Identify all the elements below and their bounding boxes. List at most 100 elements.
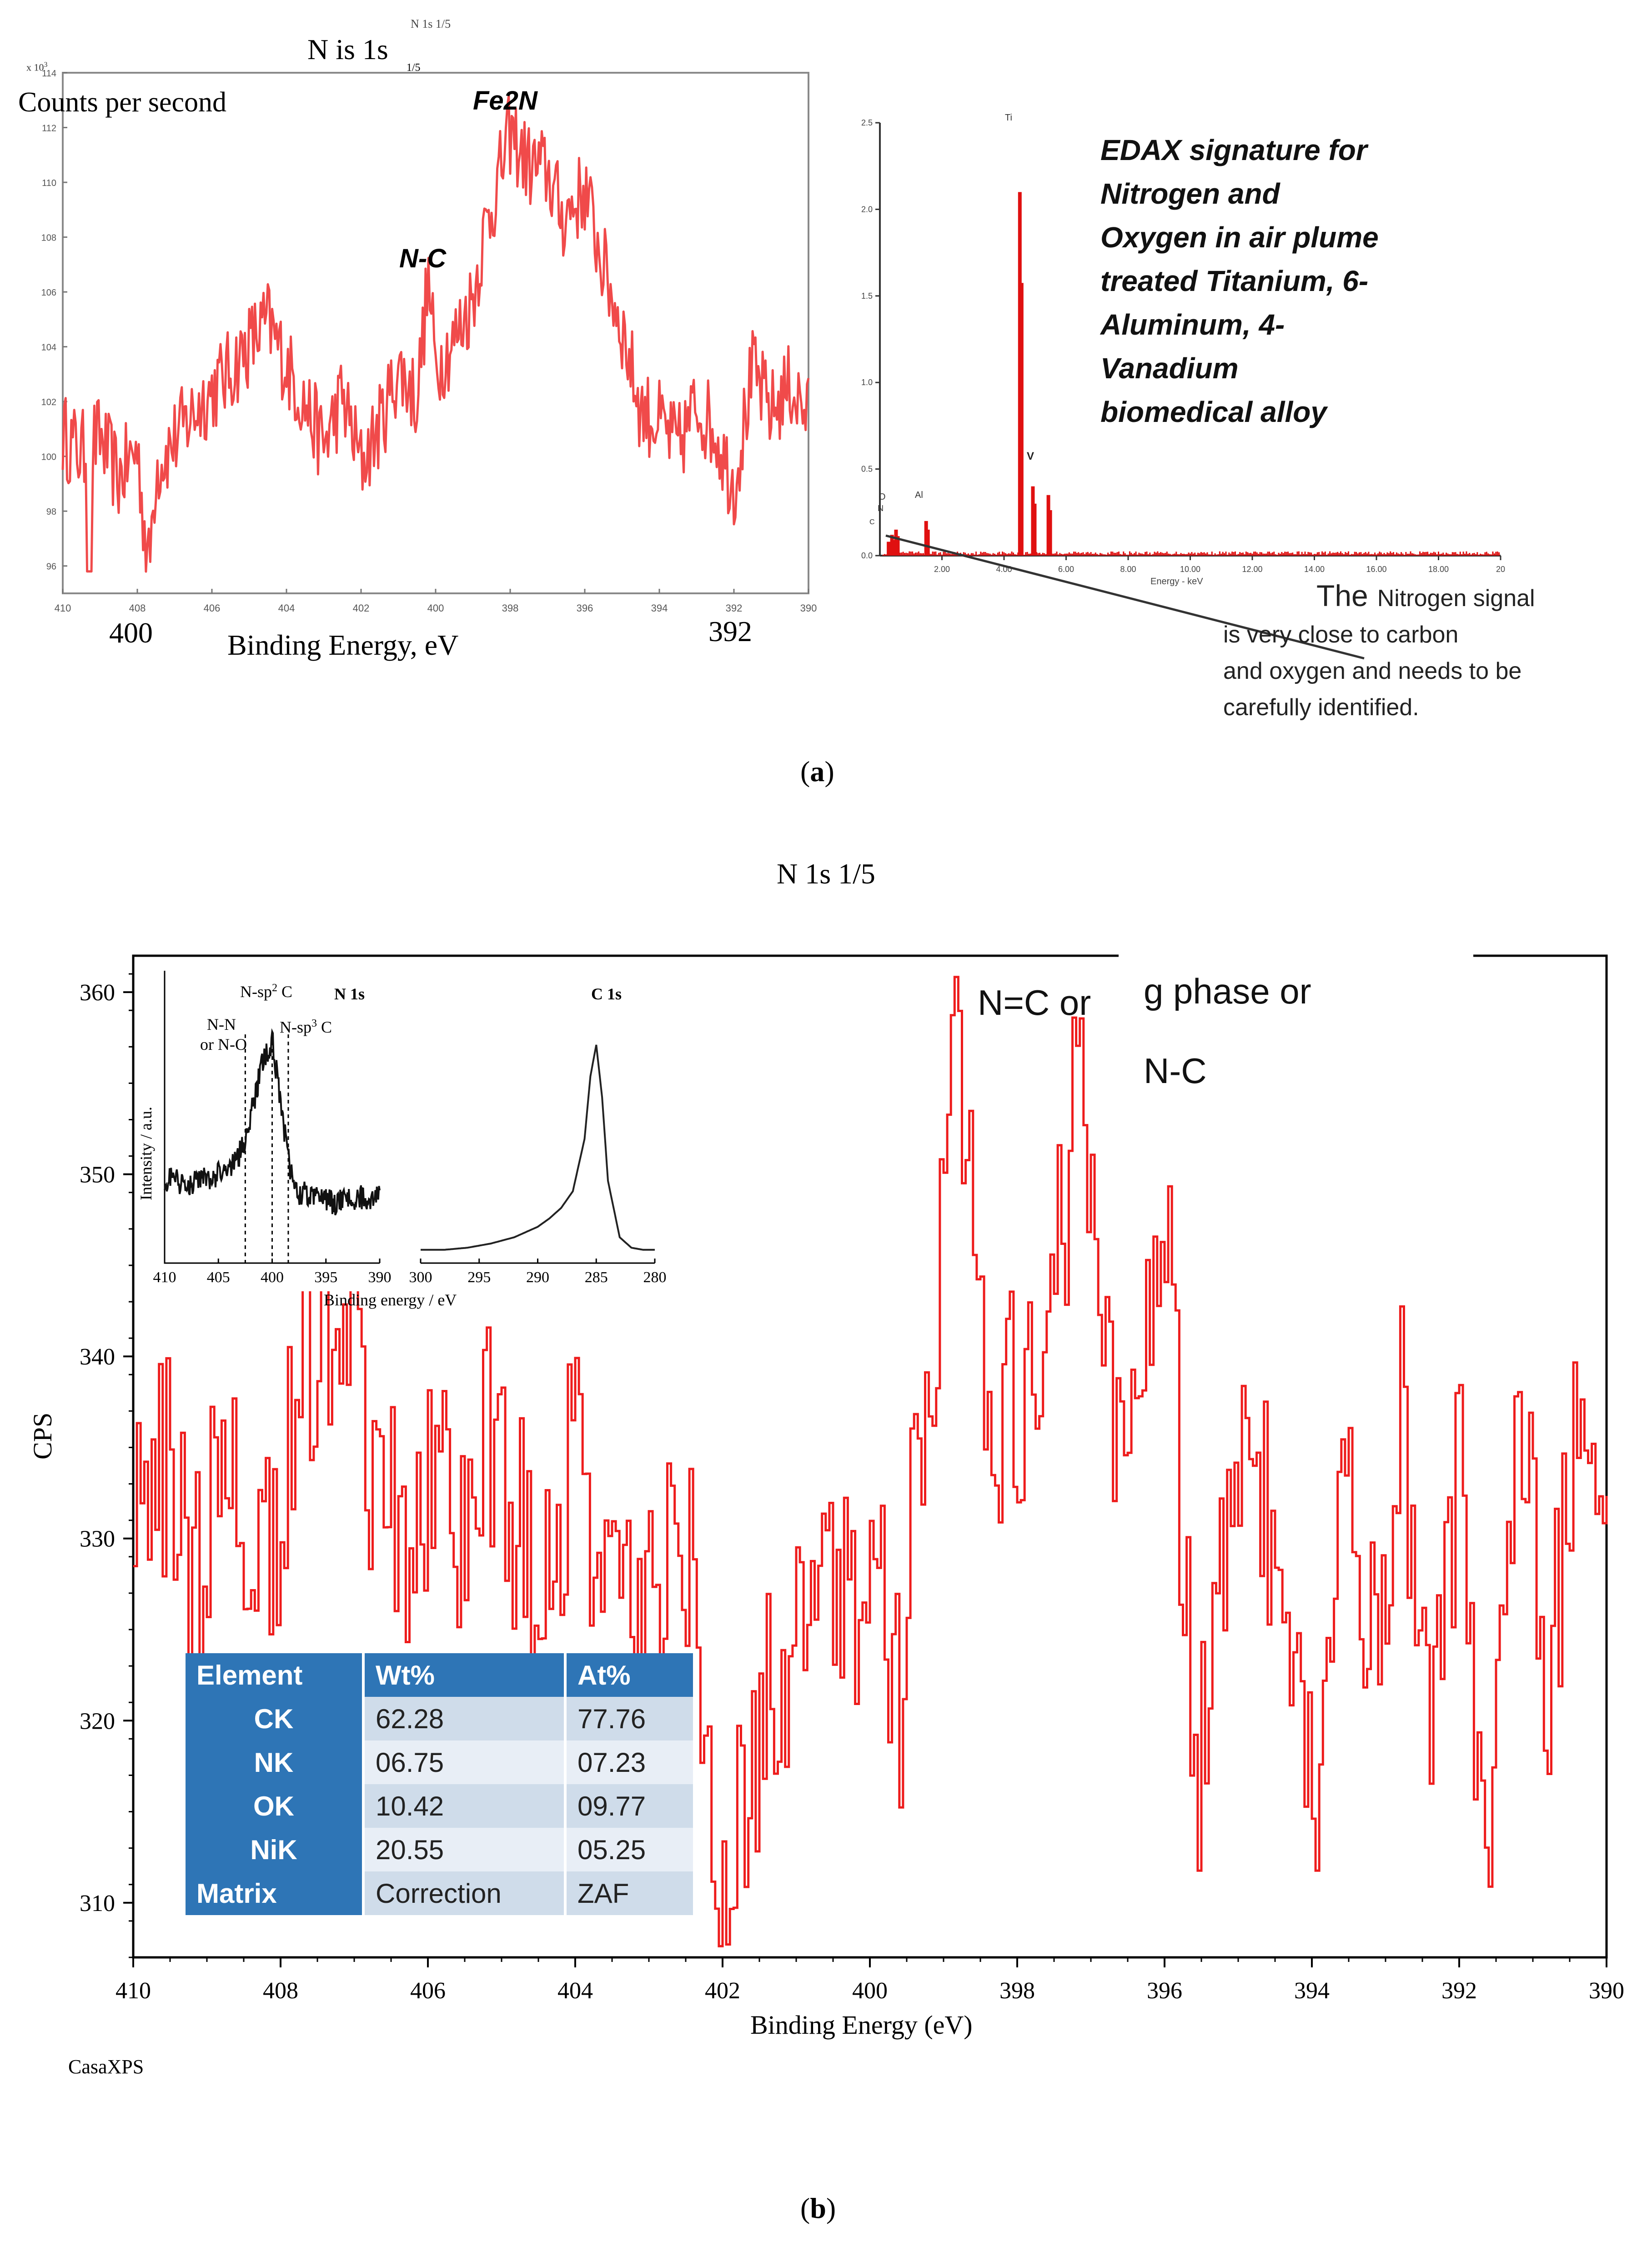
edax-peak-label-n: N (878, 504, 884, 513)
table-cell: 09.77 (567, 1784, 693, 1828)
edax-peak-label-c: C (869, 518, 875, 526)
xps-b-x-tick-label: 408 (263, 1978, 298, 2004)
edax-caption-line: Aluminum, 4- (1100, 308, 1285, 341)
xps-a-x-tick-label: 406 (204, 602, 221, 614)
edax-peak-label-o: O (879, 492, 886, 502)
nitrogen-note: The Nitrogen signal is very close to carb… (1223, 577, 1642, 726)
xps-a-y-tick-label: 112 (42, 124, 56, 134)
table-header-cell: Wt% (365, 1653, 564, 1697)
xps-b-x-tick-label: 398 (999, 1978, 1035, 2004)
xps-a-x-tick-label: 402 (353, 602, 370, 614)
table-row: CK 62.28 77.76 (186, 1697, 693, 1740)
edax-spectrum-chart: 0.00.51.01.52.02.52.00 4.00 6.00 8.00 10.00 1… (861, 118, 1505, 660)
table-header-row: Element Wt% At% (186, 1653, 693, 1697)
xps-b-annotation-nc-double: N=C or (978, 983, 1091, 1023)
xps-a-xlabel: Binding Energy, eV (227, 629, 459, 661)
edax-peak-label-al: Al (915, 490, 923, 500)
xps-b-software: CasaXPS (68, 2056, 144, 2078)
xps-a-y-tick-label: 110 (42, 178, 56, 188)
table-cell: 20.55 (365, 1828, 564, 1871)
xps-a-y-tick-label: 114 (42, 69, 56, 79)
edax-x-tick-label: 20 (1496, 565, 1505, 574)
xps-b-series-line (133, 976, 1608, 1947)
table-header-cell: Element (186, 1653, 362, 1697)
edax-y-tick-label: 0.5 (861, 465, 873, 474)
xps-a-x-big-right: 392 (708, 615, 752, 647)
edax-caption-line: Vanadium (1100, 352, 1239, 385)
edax-x-tick-label: 14.00 (1304, 565, 1325, 574)
edax-x-tick-label: 12.00 (1242, 565, 1262, 574)
table-row-header: Matrix (186, 1871, 362, 1915)
table-cell: Correction (365, 1871, 564, 1915)
edax-y-tick-label: 1.0 (861, 378, 873, 387)
xps-b-annotation-phase: g phase or (1144, 971, 1311, 1011)
xps-a-y-tick-label: 102 (41, 397, 56, 407)
inset-c1s-series-line (421, 1044, 655, 1251)
xps-n1s-chart-a: 410 408 406 404 402 400 398 396 394 392 390 96 98 100… (41, 69, 817, 614)
xps-a-x-tick-label: 398 (502, 602, 519, 614)
edax-xaxis-label: Energy - keV (1150, 577, 1203, 587)
xps-b-x-tick-label: 390 (1589, 1978, 1624, 2004)
inset-c1s-x-tick-label: 295 (467, 1269, 491, 1286)
edax-x-tick-label: 2.00 (934, 565, 950, 574)
edax-peak-label-v: V (1027, 450, 1034, 462)
xps-a-annotation-nc: N-C (399, 244, 447, 273)
xps-b-x-tick-label: 404 (557, 1978, 593, 2004)
xps-a-y-tick-label: 98 (46, 507, 56, 517)
table-cell: 10.42 (365, 1784, 564, 1828)
inset-ylabel: Intensity / a.u. (137, 1107, 155, 1200)
table-cell: 07.23 (567, 1740, 693, 1784)
xps-b-x-tick-label: 410 (115, 1978, 151, 2004)
xps-a-x-tick-label: 394 (651, 602, 668, 614)
table-row: NiK 20.55 05.25 (186, 1828, 693, 1871)
edax-y-tick-label: 2.0 (861, 205, 873, 214)
element-composition-table: Element Wt% At% CK 62.28 77.76 NK 06.75 … (183, 1653, 696, 1915)
edax-pointer-line (885, 534, 1365, 660)
xps-a-x-big-left: 400 (109, 617, 153, 649)
xps-a-x-tick-label: 400 (427, 602, 444, 614)
inset-n1s-x-tick-label: 390 (368, 1269, 392, 1286)
xps-a-ylabel: Counts per second (18, 87, 227, 118)
xps-b-y-tick-label: 310 (80, 1891, 115, 1916)
inset-n1s-series-line (164, 1028, 381, 1216)
edax-caption-line: EDAX signature for (1100, 134, 1367, 166)
edax-x-tick-label: 16.00 (1366, 565, 1386, 574)
xps-b-y-tick-label: 320 (80, 1708, 115, 1734)
table-cell: 05.25 (567, 1828, 693, 1871)
table-cell: 62.28 (365, 1697, 564, 1740)
inset-n1s-title: N 1s (334, 985, 365, 1003)
xps-a-title-small: N 1s 1/5 (411, 17, 451, 30)
xps-a-y-exponent: x 103 (26, 61, 48, 73)
xps-b-annotation-nc: N-C (1144, 1051, 1207, 1091)
table-cell: 77.76 (567, 1697, 693, 1740)
table-row-header: OK (186, 1784, 362, 1828)
inset-xlabel: Binding energy / eV (324, 1291, 457, 1309)
xps-b-x-tick-label: 402 (705, 1978, 740, 2004)
edax-y-tick-label: 0.0 (861, 551, 873, 560)
xps-a-x-tick-label: 390 (800, 602, 817, 614)
edax-x-tick-label: 6.00 (1058, 565, 1074, 574)
inset-n1s-x-tick-label: 400 (261, 1269, 284, 1286)
inset-label-no: or N-O (200, 1035, 247, 1053)
table-row-header: NK (186, 1740, 362, 1784)
xps-b-y-tick-label: 330 (80, 1526, 115, 1552)
xps-b-x-tick-label: 406 (410, 1978, 446, 2004)
table-header-cell: At% (567, 1653, 693, 1697)
xps-b-xlabel: Binding Energy (eV) (750, 2010, 973, 2040)
xps-a-y-tick-label: 108 (41, 233, 56, 243)
table-row: Matrix Correction ZAF (186, 1871, 693, 1915)
inset-c1s-title: C 1s (591, 985, 622, 1003)
xps-a-title-sub: 1/5 (406, 62, 421, 74)
xps-a-y-tick-label: 100 (41, 452, 56, 462)
xps-b-x-tick-label: 392 (1441, 1978, 1477, 2004)
xps-b-y-tick-label: 340 (80, 1344, 115, 1370)
xps-a-x-tick-label: 396 (577, 602, 593, 614)
inset-label-sp3: N-sp3 C (280, 1018, 332, 1036)
table-row-header: CK (186, 1697, 362, 1740)
xps-b-x-tick-label: 400 (852, 1978, 888, 2004)
xps-a-series-line (61, 95, 810, 573)
xps-a-x-tick-label: 408 (129, 602, 146, 614)
panel-b-title: N 1s 1/5 (777, 858, 875, 890)
